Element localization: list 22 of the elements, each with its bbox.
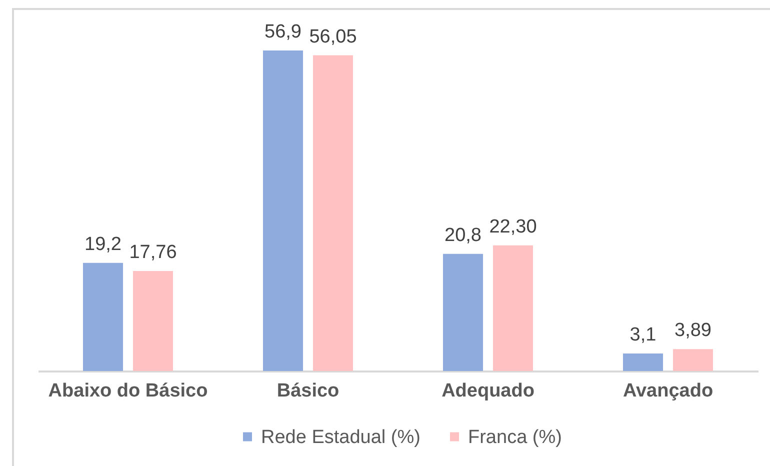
x-tick-label: Adequado	[442, 380, 534, 402]
bar	[673, 349, 713, 371]
data-label: 17,76	[129, 242, 177, 263]
bar	[493, 245, 533, 371]
x-tick-label: Avançado	[622, 380, 714, 402]
data-label: 56,9	[264, 21, 302, 42]
x-tick-label: Básico	[276, 380, 340, 402]
data-label: 56,05	[309, 26, 357, 48]
data-label: 20,8	[444, 224, 482, 246]
bar	[443, 254, 483, 371]
data-label: 3,89	[674, 320, 712, 342]
bar	[83, 262, 123, 371]
x-tick-label: Abaixo do Básico	[48, 380, 208, 402]
bar	[133, 270, 173, 371]
bar	[263, 50, 303, 371]
bar	[313, 55, 353, 371]
data-label: 22,30	[489, 216, 537, 238]
data-label: 19,2	[84, 234, 122, 255]
bar	[623, 354, 663, 371]
legend-label: Rede Estadual (%)	[261, 426, 420, 448]
legend-label: Franca (%)	[468, 426, 562, 448]
data-label: 3,1	[630, 324, 656, 346]
